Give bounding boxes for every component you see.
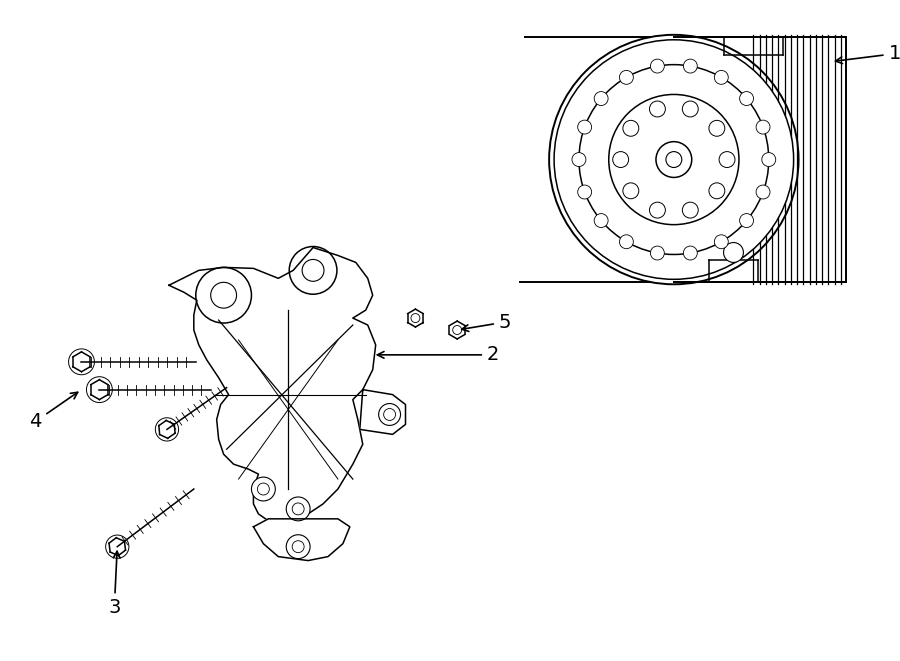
Circle shape (666, 151, 682, 167)
Circle shape (594, 92, 608, 106)
Circle shape (682, 101, 698, 117)
Circle shape (251, 477, 275, 501)
Circle shape (594, 214, 608, 227)
Circle shape (650, 202, 665, 218)
Circle shape (709, 183, 725, 199)
Circle shape (613, 151, 628, 167)
Circle shape (756, 120, 770, 134)
Circle shape (740, 214, 753, 227)
Circle shape (302, 259, 324, 282)
Polygon shape (169, 247, 375, 524)
Circle shape (379, 404, 400, 426)
Circle shape (761, 153, 776, 167)
Circle shape (709, 120, 725, 136)
Circle shape (651, 59, 664, 73)
Circle shape (651, 246, 664, 260)
Circle shape (715, 70, 728, 85)
Circle shape (286, 497, 310, 521)
Circle shape (286, 535, 310, 559)
Circle shape (740, 92, 753, 106)
Circle shape (623, 120, 639, 136)
Circle shape (619, 235, 634, 249)
Circle shape (724, 243, 743, 262)
Polygon shape (254, 519, 350, 561)
Circle shape (719, 151, 735, 167)
Circle shape (650, 101, 665, 117)
Circle shape (211, 282, 237, 308)
Circle shape (656, 141, 692, 177)
Circle shape (578, 185, 591, 199)
Circle shape (554, 40, 794, 280)
Circle shape (623, 183, 639, 199)
Text: 4: 4 (30, 392, 77, 431)
Circle shape (578, 120, 591, 134)
Text: 5: 5 (462, 313, 511, 332)
Circle shape (683, 246, 698, 260)
Text: 1: 1 (835, 44, 900, 63)
Circle shape (682, 202, 698, 218)
Circle shape (619, 70, 634, 85)
Circle shape (572, 153, 586, 167)
Text: 2: 2 (377, 345, 500, 364)
Circle shape (715, 235, 728, 249)
FancyBboxPatch shape (684, 37, 846, 282)
Circle shape (196, 268, 251, 323)
Circle shape (579, 65, 769, 254)
Polygon shape (360, 389, 406, 434)
Circle shape (683, 59, 698, 73)
Circle shape (756, 185, 770, 199)
Circle shape (549, 35, 798, 284)
Circle shape (289, 247, 337, 294)
Circle shape (608, 95, 739, 225)
Text: 3: 3 (108, 551, 121, 617)
